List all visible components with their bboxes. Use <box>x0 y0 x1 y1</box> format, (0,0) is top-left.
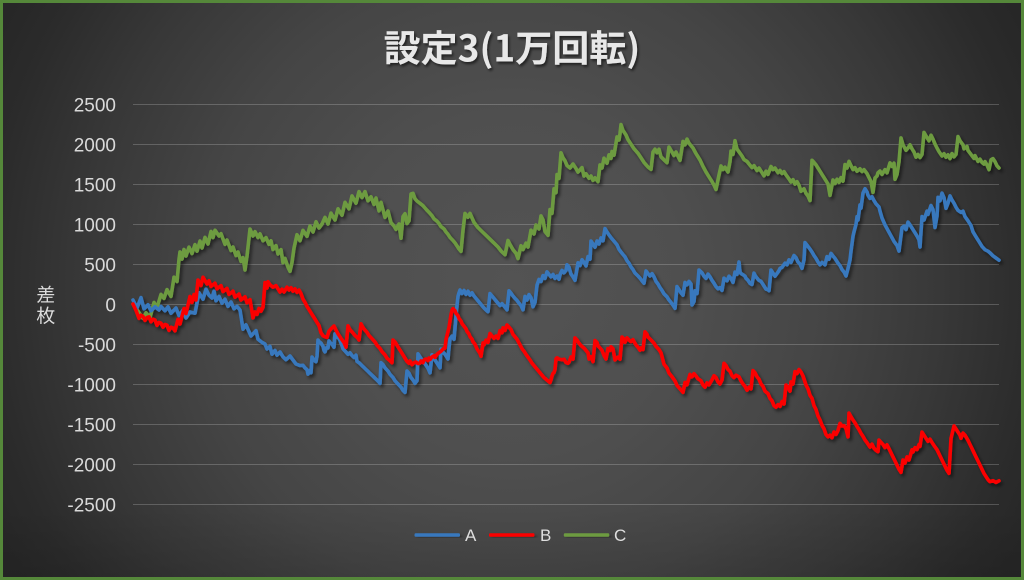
svg-text:500: 500 <box>84 255 116 276</box>
svg-text:0: 0 <box>105 295 116 316</box>
svg-text:-2500: -2500 <box>67 495 116 516</box>
svg-text:-500: -500 <box>78 335 116 356</box>
svg-text:A: A <box>465 526 477 545</box>
svg-text:1500: 1500 <box>74 175 116 196</box>
svg-text:-1000: -1000 <box>67 375 116 396</box>
svg-text:1000: 1000 <box>74 215 116 236</box>
svg-text:2500: 2500 <box>74 95 116 116</box>
svg-text:-2000: -2000 <box>67 455 116 476</box>
svg-text:-1500: -1500 <box>67 415 116 436</box>
svg-text:B: B <box>540 526 551 545</box>
svg-text:2000: 2000 <box>74 135 116 156</box>
svg-text:C: C <box>614 526 626 545</box>
